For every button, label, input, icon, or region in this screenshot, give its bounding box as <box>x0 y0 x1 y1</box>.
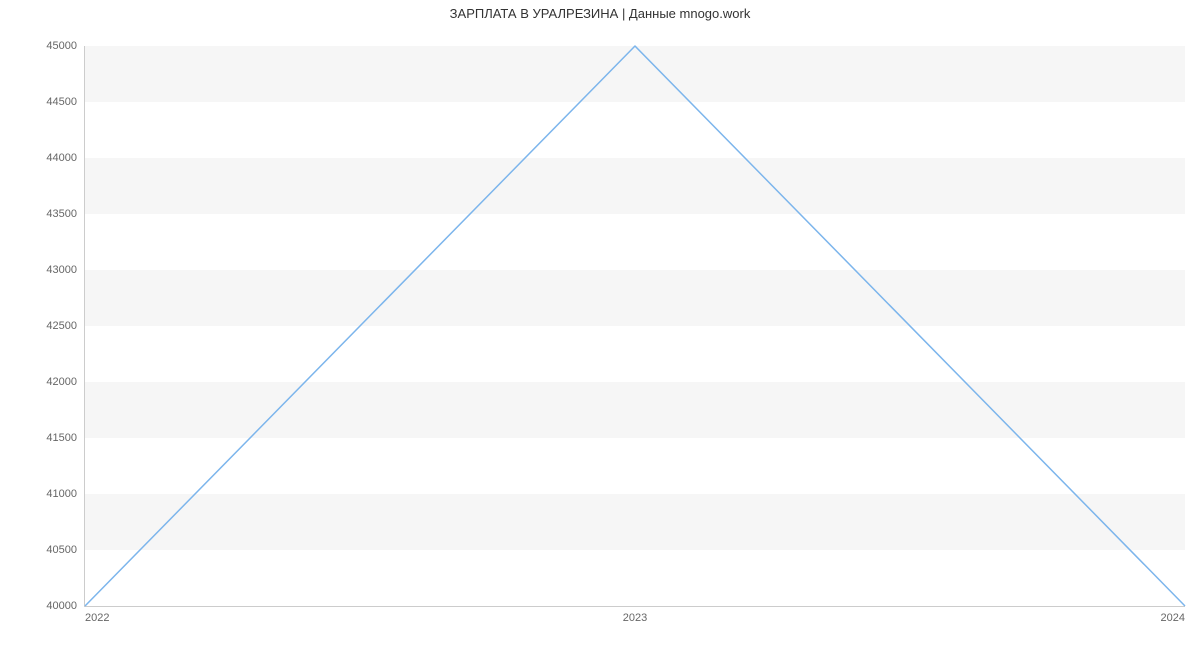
y-tick-label: 42000 <box>46 376 77 388</box>
y-tick-label: 40000 <box>46 600 77 612</box>
y-tick-label: 41000 <box>46 488 77 500</box>
series-line-salary <box>85 46 1185 606</box>
y-tick-label: 44500 <box>46 96 77 108</box>
y-tick-label: 43500 <box>46 208 77 220</box>
y-tick-label: 42500 <box>46 320 77 332</box>
x-tick-label: 2024 <box>1161 612 1185 624</box>
chart-title: ЗАРПЛАТА В УРАЛРЕЗИНА | Данные mnogo.wor… <box>0 6 1200 21</box>
y-tick-label: 44000 <box>46 152 77 164</box>
salary-line-chart: ЗАРПЛАТА В УРАЛРЕЗИНА | Данные mnogo.wor… <box>0 0 1200 650</box>
y-tick-label: 40500 <box>46 544 77 556</box>
line-layer <box>85 46 1185 606</box>
y-tick-label: 43000 <box>46 264 77 276</box>
x-tick-label: 2022 <box>85 612 109 624</box>
plot-area: 4000040500410004150042000425004300043500… <box>84 46 1185 607</box>
x-tick-label: 2023 <box>623 612 647 624</box>
y-tick-label: 41500 <box>46 432 77 444</box>
y-tick-label: 45000 <box>46 40 77 52</box>
